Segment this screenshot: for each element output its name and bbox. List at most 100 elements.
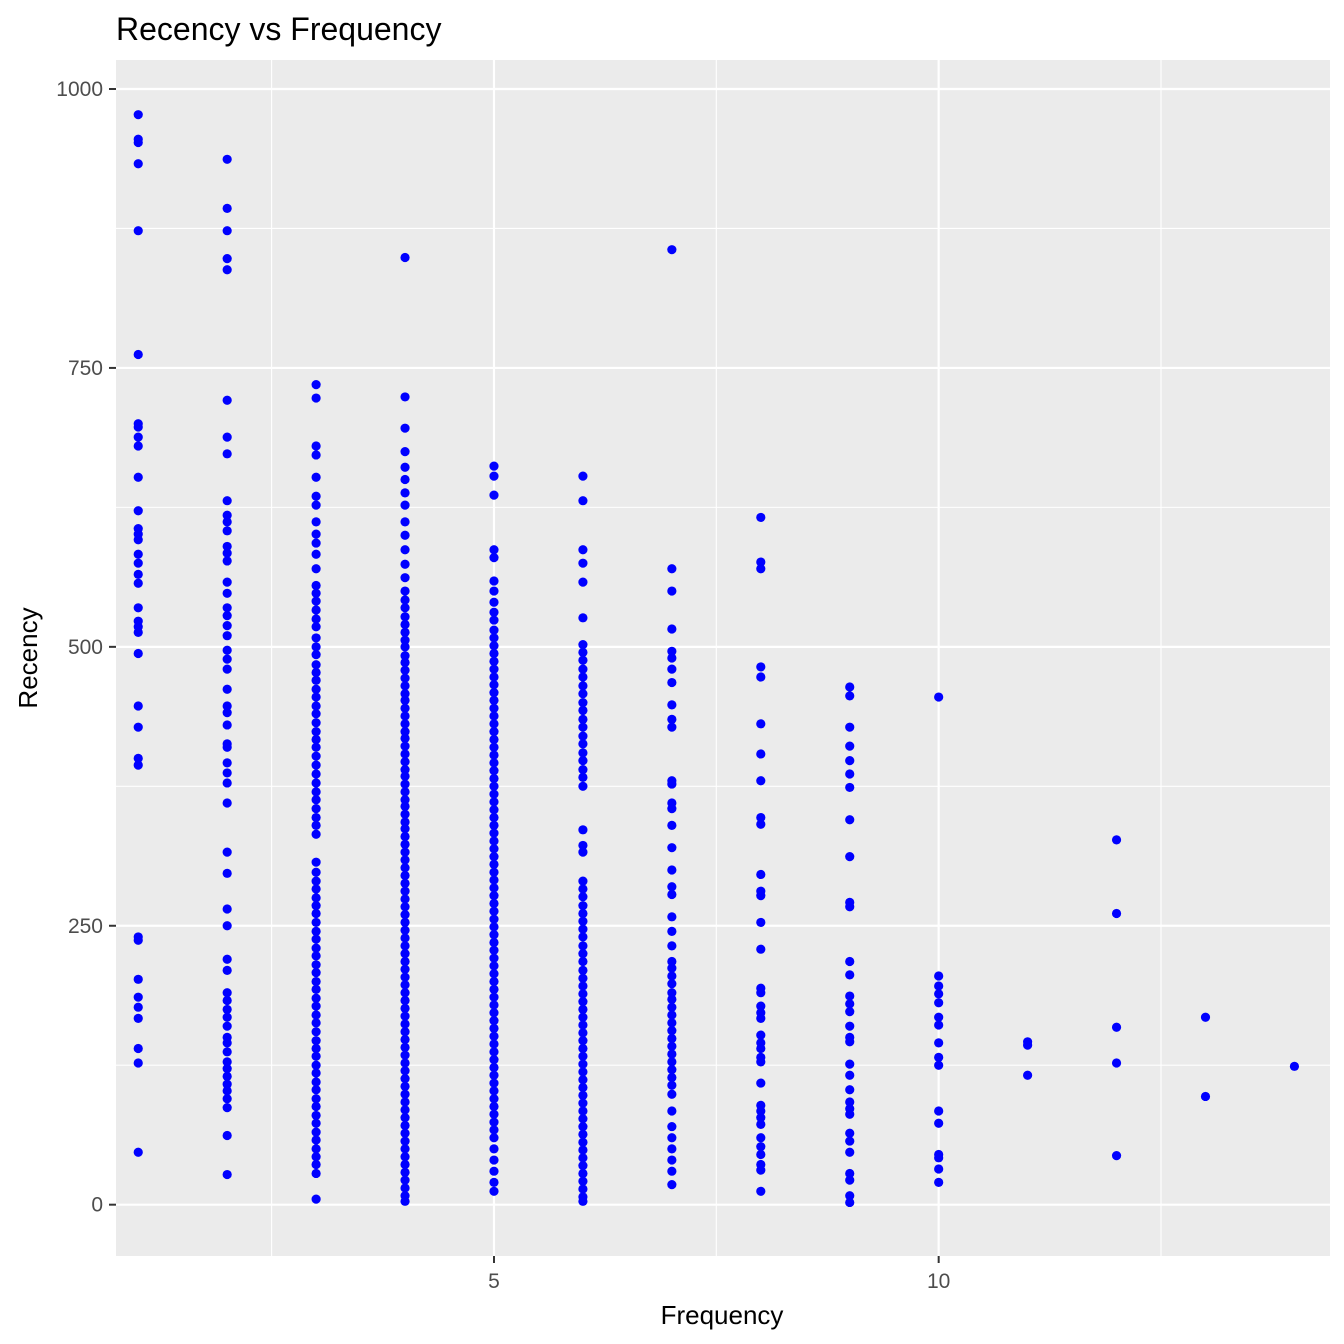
data-point <box>578 892 588 902</box>
data-point <box>311 1144 321 1154</box>
data-point <box>133 627 143 637</box>
data-point <box>489 719 499 729</box>
x-tick-label: 5 <box>488 1270 500 1293</box>
data-point <box>222 954 232 964</box>
data-point <box>578 577 588 587</box>
data-point <box>311 1159 321 1170</box>
data-point <box>845 1136 855 1146</box>
data-point <box>222 742 232 752</box>
data-point <box>311 867 321 877</box>
data-point <box>667 1018 677 1028</box>
data-point <box>578 965 588 975</box>
data-point <box>400 787 410 797</box>
data-point <box>400 1074 410 1084</box>
data-point <box>222 621 232 631</box>
data-point <box>400 771 410 781</box>
data-point <box>934 981 944 991</box>
data-point <box>578 1051 588 1061</box>
data-point <box>400 949 410 959</box>
data-point <box>311 742 321 752</box>
data-point <box>489 859 499 869</box>
data-point <box>489 1047 499 1057</box>
data-point <box>667 1057 677 1067</box>
data-point <box>578 825 588 835</box>
data-point <box>578 655 588 665</box>
data-point <box>311 667 321 678</box>
data-point <box>133 535 143 545</box>
data-point <box>400 619 410 630</box>
data-point <box>489 922 499 932</box>
data-point <box>667 994 677 1004</box>
data-point <box>845 1197 855 1208</box>
data-point <box>489 1055 499 1065</box>
data-point <box>489 1031 499 1041</box>
data-point <box>489 781 499 791</box>
data-point <box>400 764 410 775</box>
data-point <box>667 971 677 981</box>
data-point <box>756 1113 766 1123</box>
data-point <box>400 870 410 881</box>
data-point <box>578 1082 588 1093</box>
data-point <box>400 559 410 569</box>
data-point <box>578 496 588 506</box>
data-point <box>400 1019 410 1029</box>
data-point <box>222 965 232 975</box>
data-point <box>667 912 677 922</box>
data-point <box>934 1060 944 1070</box>
data-point <box>578 1121 588 1132</box>
data-point <box>667 1072 677 1083</box>
x-axis-label: Frequency <box>661 1300 784 1330</box>
data-point <box>311 441 321 451</box>
data-point <box>400 711 410 721</box>
data-point <box>311 529 321 539</box>
data-point <box>133 935 143 945</box>
data-point <box>1023 1040 1033 1050</box>
data-point <box>133 506 143 516</box>
data-point <box>311 1027 321 1037</box>
data-point <box>222 847 232 857</box>
data-point <box>756 869 766 880</box>
data-point <box>400 779 410 789</box>
data-point <box>667 1121 677 1132</box>
data-point <box>222 1038 232 1048</box>
data-point <box>578 647 588 658</box>
data-point <box>400 595 410 605</box>
data-point <box>489 687 499 698</box>
data-point <box>400 1050 410 1060</box>
data-point <box>489 1125 499 1135</box>
data-point <box>489 1109 499 1119</box>
data-point <box>756 719 766 729</box>
data-point <box>311 976 321 987</box>
data-point <box>400 651 410 661</box>
data-point <box>133 1013 143 1023</box>
data-point <box>578 884 588 894</box>
data-point <box>578 847 588 857</box>
y-tick-label: 750 <box>68 357 103 380</box>
data-point <box>667 586 677 596</box>
data-point <box>578 901 588 911</box>
data-point <box>489 1155 499 1165</box>
data-point <box>311 943 321 953</box>
data-point <box>934 1164 944 1174</box>
data-point <box>222 631 232 641</box>
data-point <box>133 760 143 770</box>
data-point <box>667 1155 677 1165</box>
data-point <box>489 1062 499 1073</box>
data-point <box>311 549 321 559</box>
data-point <box>756 1030 766 1040</box>
data-point <box>578 698 588 708</box>
data-point <box>578 941 588 951</box>
data-point <box>400 423 410 433</box>
data-point <box>756 1001 766 1011</box>
data-point <box>578 1067 588 1077</box>
data-point <box>489 805 499 815</box>
data-point <box>934 1020 944 1030</box>
data-point <box>578 613 588 623</box>
data-point <box>311 795 321 805</box>
data-point <box>222 1169 232 1180</box>
data-point <box>489 664 499 674</box>
data-point <box>400 902 410 912</box>
data-point <box>400 252 410 263</box>
data-point <box>845 970 855 980</box>
data-point <box>489 851 499 862</box>
